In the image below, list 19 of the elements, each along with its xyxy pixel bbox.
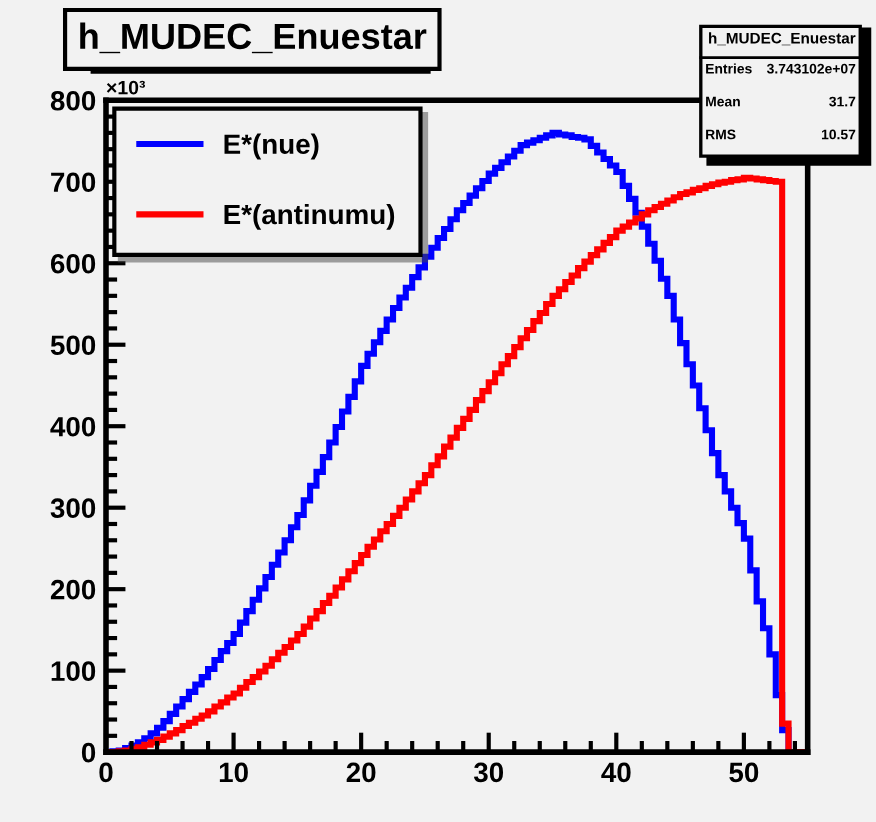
x-tick-label: 40: [601, 762, 631, 783]
y-tick-label: 700: [51, 172, 96, 193]
x-tick-label: 0: [99, 762, 113, 783]
legend-label: E*(nue): [224, 133, 319, 160]
legend-label: E*(antinumu): [224, 203, 395, 230]
y-tick-label: 0: [81, 742, 96, 763]
y-tick-label: 800: [50, 90, 96, 111]
text: ×10³: [106, 80, 146, 95]
x-tick-label: 50: [729, 762, 759, 783]
x-tick-label: 30: [473, 762, 504, 783]
y-tick-label: 600: [50, 253, 96, 274]
x-tick-label: 20: [346, 762, 376, 783]
y-tick-label: 300: [50, 498, 96, 519]
y-tick-label: 100: [51, 661, 96, 681]
x-tick-label: 10: [219, 762, 248, 783]
y-tick-label: 500: [50, 335, 96, 356]
y-tick-label: 200: [50, 579, 96, 600]
y-tick-label: 400: [50, 416, 96, 437]
chart-title: h_MUDEC_Enuestar: [80, 22, 427, 54]
